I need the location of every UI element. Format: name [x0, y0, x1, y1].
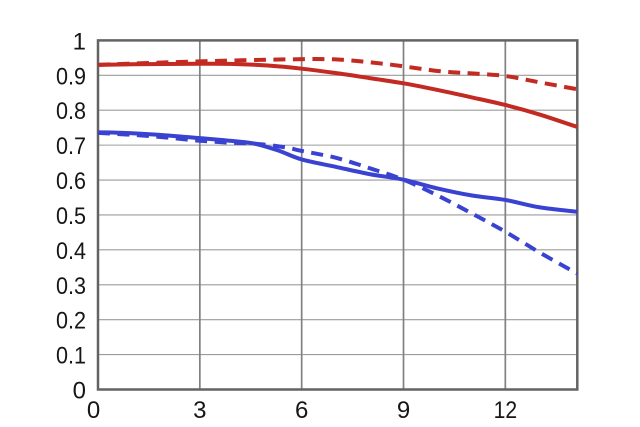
- y-tick-label: 0.7: [56, 133, 86, 160]
- curve-blue-solid: [97, 130, 578, 214]
- y-tick-label: 0.3: [56, 273, 86, 300]
- curve-red-solid: [97, 61, 578, 129]
- x-tick-label: 3: [193, 397, 206, 424]
- x-tick-label: 9: [397, 397, 410, 424]
- y-tick-label: 0.4: [56, 238, 86, 265]
- y-tick-label: 0: [73, 378, 86, 405]
- y-tick-label: 0.9: [56, 63, 86, 90]
- x-tick-label: 6: [295, 397, 308, 424]
- curve-blue-dashed: [97, 130, 579, 276]
- y-tick-label: 0.8: [56, 98, 86, 125]
- curve-red-dashed: [97, 57, 578, 92]
- y-tick-label: 0.2: [56, 308, 86, 335]
- plot-border: [96, 39, 579, 391]
- y-tick-label: 1: [73, 28, 86, 55]
- y-tick-label: 0.1: [56, 343, 86, 370]
- y-tick-label: 0.5: [56, 203, 86, 230]
- x-tick-label: 0: [87, 397, 100, 424]
- x-tick-label: 12: [494, 397, 518, 424]
- y-tick-label: 0.6: [56, 168, 86, 195]
